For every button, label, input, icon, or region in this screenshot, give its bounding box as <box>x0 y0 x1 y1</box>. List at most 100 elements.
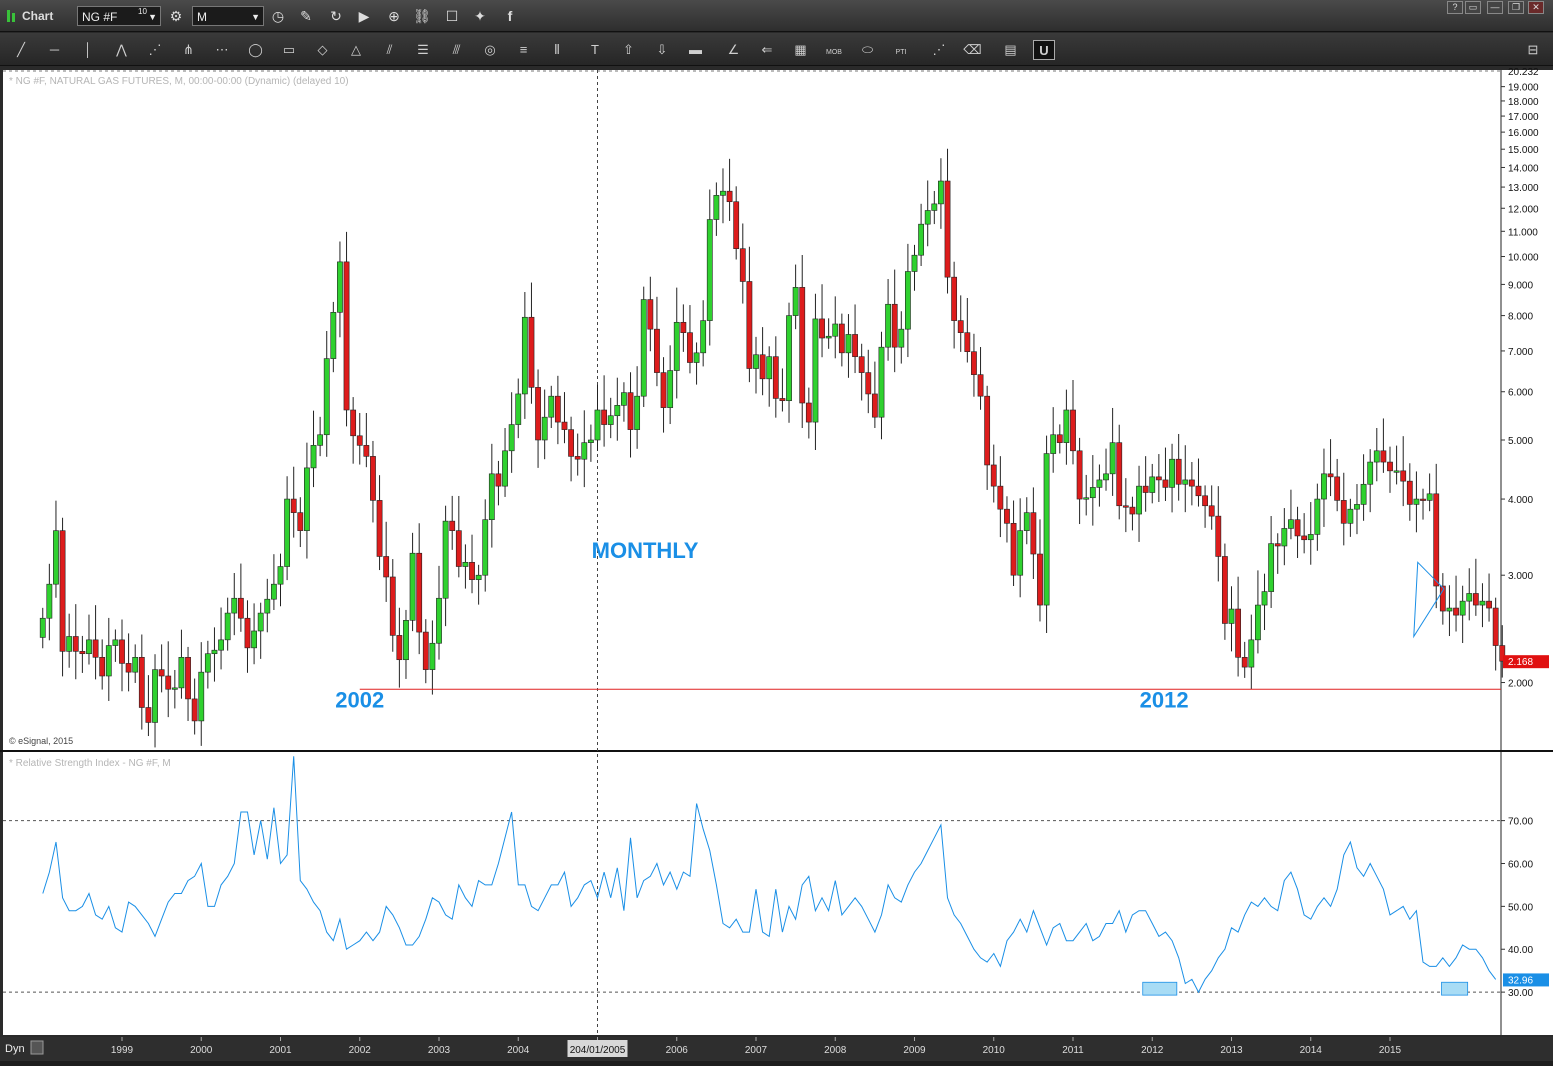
candle[interactable] <box>1360 454 1367 521</box>
candle[interactable] <box>488 443 495 548</box>
candle[interactable] <box>218 607 224 670</box>
candle[interactable] <box>667 345 674 425</box>
candle[interactable] <box>244 600 251 673</box>
candle[interactable] <box>1373 427 1380 482</box>
candle[interactable] <box>759 327 766 396</box>
candle[interactable] <box>726 158 733 221</box>
candle[interactable] <box>1486 573 1492 622</box>
candle[interactable] <box>1248 614 1255 690</box>
candle[interactable] <box>1499 625 1506 678</box>
parallel-lines-icon[interactable]: ⫽ <box>386 42 393 57</box>
candle[interactable] <box>1188 462 1195 506</box>
candle[interactable] <box>1136 465 1142 542</box>
candle[interactable] <box>581 410 588 488</box>
candle[interactable] <box>693 342 700 385</box>
candle[interactable] <box>845 314 852 378</box>
candle[interactable] <box>1307 502 1314 565</box>
candle[interactable] <box>92 605 99 680</box>
candle[interactable] <box>515 378 522 439</box>
candle[interactable] <box>370 440 376 523</box>
candle[interactable] <box>1096 464 1103 507</box>
candle[interactable] <box>436 565 442 660</box>
candle[interactable] <box>495 460 502 506</box>
candle[interactable] <box>786 302 792 423</box>
candle[interactable] <box>1446 585 1453 637</box>
minimize-button[interactable]: — <box>1487 1 1503 14</box>
candle[interactable] <box>1268 516 1275 608</box>
candle[interactable] <box>1221 543 1228 640</box>
candle[interactable] <box>1459 585 1466 644</box>
candle[interactable] <box>290 466 297 538</box>
candle[interactable] <box>1334 458 1341 512</box>
candle[interactable] <box>125 633 132 692</box>
candle[interactable] <box>700 300 707 367</box>
candle[interactable] <box>508 392 515 473</box>
highlighter-icon[interactable]: ◇ <box>317 42 328 57</box>
candle[interactable] <box>403 609 409 679</box>
candle[interactable] <box>858 343 865 401</box>
candle[interactable] <box>1400 436 1407 507</box>
candle[interactable] <box>1367 449 1374 513</box>
candle[interactable] <box>819 284 825 358</box>
candle[interactable] <box>1089 455 1096 526</box>
zoom-icon[interactable]: ⊕ <box>388 8 400 24</box>
candle[interactable] <box>1294 506 1301 558</box>
candle[interactable] <box>304 442 310 559</box>
candle[interactable] <box>112 629 119 662</box>
settings-icon[interactable]: ⚙ <box>169 8 183 24</box>
arrow-up-icon[interactable]: ⇧ <box>623 42 634 57</box>
comment-icon[interactable]: ▤ <box>1004 42 1017 57</box>
candle[interactable] <box>746 246 753 383</box>
candle[interactable] <box>812 293 819 450</box>
candle[interactable] <box>640 286 647 407</box>
candle[interactable] <box>502 427 508 497</box>
text-lines-icon[interactable]: ≡ <box>519 42 528 57</box>
candle[interactable] <box>1202 485 1208 528</box>
candle[interactable] <box>766 346 773 407</box>
candle[interactable] <box>1043 435 1050 633</box>
candle[interactable] <box>178 629 185 699</box>
ellipse-icon[interactable]: ◯ <box>248 42 263 57</box>
candle[interactable] <box>1406 463 1413 521</box>
help-button[interactable]: ? <box>1447 1 1463 14</box>
candle[interactable] <box>145 675 152 737</box>
candle[interactable] <box>1347 498 1354 537</box>
candle[interactable] <box>1155 454 1162 502</box>
candle[interactable] <box>72 604 79 680</box>
candle[interactable] <box>165 641 172 718</box>
candle[interactable] <box>1017 498 1024 598</box>
candle[interactable] <box>660 357 667 433</box>
candle[interactable] <box>1215 486 1222 582</box>
candle[interactable] <box>356 412 363 465</box>
rectangle-icon[interactable]: ▭ <box>282 42 296 57</box>
candle[interactable] <box>957 295 964 352</box>
angle-icon[interactable]: ∠ <box>727 42 740 57</box>
candle[interactable] <box>1466 568 1473 621</box>
candle[interactable] <box>739 223 746 304</box>
candle[interactable] <box>389 559 396 652</box>
candle[interactable] <box>535 369 541 468</box>
candle[interactable] <box>66 613 73 668</box>
candle[interactable] <box>720 168 726 224</box>
triangle-pattern[interactable] <box>1413 561 1445 639</box>
candle[interactable] <box>687 305 693 374</box>
candle[interactable] <box>706 189 713 346</box>
candle[interactable] <box>541 389 548 460</box>
candle[interactable] <box>297 497 304 548</box>
candle[interactable] <box>1420 488 1426 520</box>
candle[interactable] <box>284 476 291 581</box>
candle[interactable] <box>627 372 634 458</box>
candle[interactable] <box>1327 439 1334 497</box>
candle[interactable] <box>1479 583 1486 628</box>
candle[interactable] <box>1182 445 1189 513</box>
candle[interactable] <box>39 607 46 649</box>
candle[interactable] <box>270 554 277 611</box>
candle[interactable] <box>277 553 284 607</box>
candle[interactable] <box>878 331 885 440</box>
candle[interactable] <box>885 279 891 361</box>
candle[interactable] <box>561 392 568 444</box>
candle[interactable] <box>1393 445 1400 485</box>
close-button[interactable]: ✕ <box>1528 1 1544 14</box>
candle[interactable] <box>898 311 905 364</box>
candle[interactable] <box>805 387 812 439</box>
